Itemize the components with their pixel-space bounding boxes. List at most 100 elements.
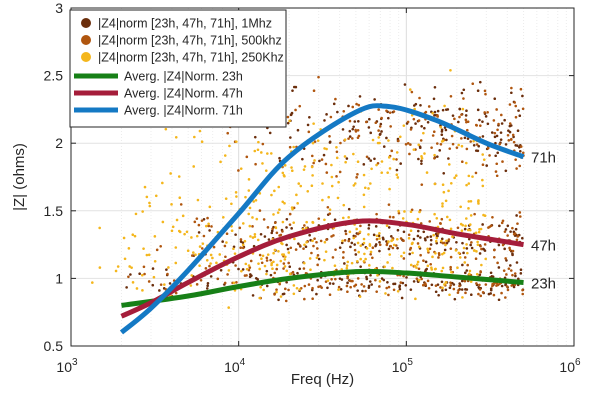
scatter-point [510,284,513,287]
scatter-point [369,252,372,256]
y-axis-label: |Z| (ohms) [11,143,28,211]
scatter-point [395,244,398,247]
scatter-point [456,226,460,230]
scatter-point [419,253,422,257]
scatter-point [437,256,440,259]
scatter-point [393,282,397,286]
scatter-point [287,288,290,292]
scatter-point [420,124,423,128]
scatter-point [434,239,438,243]
scatter-point [298,244,302,247]
scatter-point [389,125,392,128]
scatter-point [195,283,199,286]
scatter-point [147,280,151,283]
scatter-point [441,289,444,292]
scatter-point [436,283,440,286]
scatter-point [387,247,391,251]
scatter-point [323,258,326,262]
scatter-point [500,221,504,225]
scatter-point [489,224,493,228]
scatter-point [367,126,371,129]
scatter-point [161,220,165,224]
scatter-point [447,157,450,160]
scatter-point [516,234,520,238]
scatter-point [141,289,144,292]
scatter-point [368,280,372,283]
scatter-point [376,141,380,145]
scatter-point [489,271,493,275]
scatter-point [346,276,349,280]
scatter-point [470,241,473,244]
scatter-point [476,240,479,244]
y-tick-label: 1.5 [44,203,64,219]
scatter-point [382,237,385,241]
scatter-point [411,251,414,255]
scatter-point [207,224,211,228]
scatter-point [521,236,524,240]
scatter-point [508,246,511,250]
scatter-point [395,237,399,241]
scatter-point [505,273,508,276]
scatter-point [311,141,315,145]
x-tick-labels: 103 104 105 106 [56,357,581,375]
scatter-point [347,104,350,108]
scatter-point [434,232,438,236]
scatter-point [252,200,255,203]
scatter-point [320,158,324,161]
scatter-point [161,181,164,185]
scatter-point [395,173,399,177]
scatter-point [405,276,408,279]
scatter-point [316,139,320,142]
scatter-point [509,230,512,233]
scatter-point [433,212,436,216]
scatter-point [448,147,452,150]
scatter-point [417,143,421,147]
scatter-point [375,212,378,216]
scatter-point [426,235,429,239]
scatter-point [325,147,328,151]
scatter-point [451,235,454,238]
scatter-point [354,283,358,287]
scatter-point [424,110,428,114]
scatter-point [357,119,360,123]
scatter-point [494,141,497,145]
scatter-point [484,283,488,286]
scatter-point [431,255,434,259]
scatter-point [423,237,427,240]
scatter-point [493,97,497,101]
scatter-point [294,248,298,251]
scatter-point [398,284,402,288]
scatter-point [291,270,295,274]
scatter-point [275,231,279,235]
scatter-point [174,291,178,295]
scatter-point [428,247,432,251]
scatter-point [310,165,314,169]
scatter-point [225,241,228,244]
scatter-point [447,189,450,193]
scatter-point [232,245,236,249]
scatter-point [518,211,522,214]
scatter-point [209,262,212,265]
scatter-point [328,208,332,211]
scatter-point [433,110,437,114]
scatter-point [521,288,524,292]
scatter-point [288,145,292,149]
scatter-point [247,178,251,181]
scatter-point [495,162,499,166]
scatter-point [247,189,251,192]
scatter-point [270,229,274,233]
scatter-point [471,82,475,86]
scatter-point [440,237,444,241]
scatter-point [451,142,455,146]
scatter-point [361,289,364,293]
scatter-point [319,239,323,243]
scatter-point [449,255,453,259]
scatter-point [287,251,291,254]
scatter-point [315,240,318,244]
scatter-point [484,115,488,118]
scatter-point [311,286,314,290]
scatter-point [168,282,172,285]
scatter-point [436,234,439,238]
scatter-point [275,290,278,294]
